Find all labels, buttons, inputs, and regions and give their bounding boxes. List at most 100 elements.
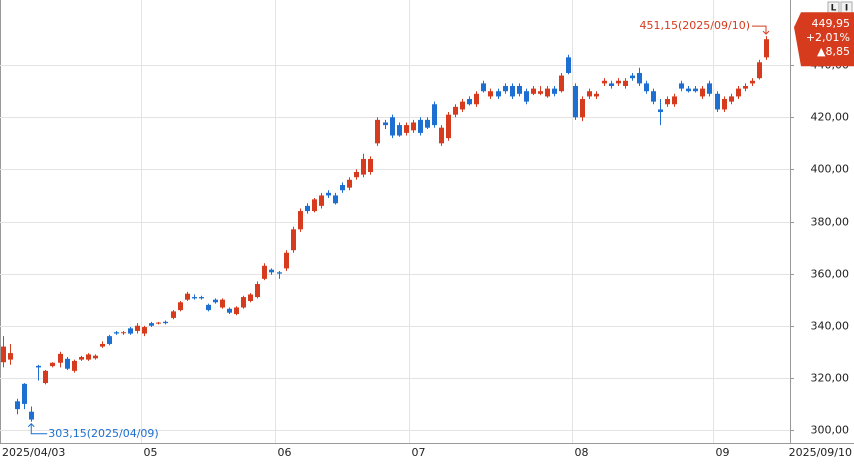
candle-body	[517, 85, 522, 94]
candle-body	[340, 185, 345, 191]
candle-body	[474, 93, 479, 105]
candle-body	[255, 284, 260, 298]
candle-body	[531, 88, 536, 94]
candle-body	[637, 72, 642, 84]
candle-body	[404, 125, 409, 133]
candle-body	[142, 327, 147, 334]
candle-body	[594, 93, 599, 97]
candle-body	[149, 323, 154, 326]
candle-body	[50, 362, 55, 367]
candle-body	[269, 269, 274, 273]
button-label: I	[845, 4, 848, 14]
candle-body	[609, 83, 614, 86]
x-tick-label: 2025/04/03	[2, 446, 65, 459]
candle-body	[425, 119, 430, 128]
candle-body	[729, 96, 734, 102]
candle-body	[460, 101, 465, 110]
y-tick-label: 360,00	[811, 268, 850, 281]
candle-body	[58, 353, 63, 363]
candle-body	[178, 302, 183, 311]
candle-body	[319, 195, 324, 206]
y-tick-label: 420,00	[811, 111, 850, 124]
min-annotation: 303,15(2025/04/09)	[48, 427, 158, 440]
candle-body	[432, 104, 437, 126]
candle-body	[630, 75, 635, 79]
candle-body	[623, 80, 628, 86]
max-annotation: 451,15(2025/09/10)	[640, 19, 750, 32]
x-tick-label: 05	[144, 446, 158, 459]
candle-body	[764, 39, 769, 58]
candle-body	[93, 355, 98, 359]
y-tick-label: 300,00	[811, 424, 850, 437]
y-tick-label: 400,00	[811, 163, 850, 176]
candle-body	[312, 199, 317, 212]
candle-body	[488, 91, 493, 97]
candle-body	[559, 75, 564, 92]
price-box	[794, 12, 854, 67]
candle-body	[121, 332, 126, 334]
annotation-line	[752, 25, 767, 35]
candle-body	[43, 370, 48, 384]
y-tick-label: 340,00	[811, 320, 850, 333]
candle-body	[722, 99, 727, 110]
candle-body	[503, 85, 508, 92]
candle-body	[552, 88, 557, 94]
candle-body	[128, 328, 133, 334]
candle-body	[79, 357, 84, 360]
candle-body	[347, 179, 352, 188]
y-tick-label: 380,00	[811, 216, 850, 229]
candle-body	[672, 96, 677, 105]
candle-body	[510, 85, 515, 97]
candle-body	[757, 62, 762, 79]
candle-body	[538, 91, 543, 94]
candle-body	[326, 192, 331, 196]
candle-body	[566, 57, 571, 73]
candle-body	[707, 83, 712, 94]
candle-body	[291, 229, 296, 251]
candle-body	[715, 93, 720, 110]
candle-body	[651, 91, 656, 102]
candle-body	[298, 211, 303, 230]
candle-body	[453, 106, 458, 115]
candle-body	[573, 85, 578, 118]
candle-body	[496, 91, 501, 97]
candle-body	[171, 311, 176, 318]
candle-body	[750, 80, 755, 84]
candle-body	[743, 85, 748, 89]
candle-body	[665, 99, 670, 105]
candle-body	[467, 99, 472, 105]
candle-body	[185, 293, 190, 300]
candle-body	[361, 158, 366, 175]
annotation-arrow	[762, 30, 770, 35]
candle-body	[580, 99, 585, 118]
candle-body	[192, 297, 197, 299]
candle-body	[36, 365, 41, 368]
candle-body	[206, 304, 211, 311]
candle-body	[156, 322, 161, 324]
candle-body	[587, 91, 592, 97]
candle-body	[616, 80, 621, 84]
candles	[1, 36, 769, 422]
x-tick-label: 2025/09/10	[789, 446, 852, 459]
x-tick-label: 08	[575, 446, 589, 459]
candle-body	[439, 127, 444, 144]
candle-body	[1, 346, 6, 363]
candle-body	[383, 122, 388, 126]
candle-body	[354, 171, 359, 178]
candle-body	[86, 354, 91, 360]
x-tick-label: 09	[716, 446, 730, 459]
price-box-price: 449,95	[812, 17, 851, 30]
candle-body	[15, 401, 20, 410]
candle-body	[213, 299, 218, 303]
button-label: L	[831, 4, 837, 14]
candle-body	[248, 294, 253, 301]
candle-body	[658, 109, 663, 113]
x-tick-label: 06	[278, 446, 292, 459]
candle-body	[8, 353, 13, 360]
x-tick-label: 07	[412, 446, 426, 459]
candle-body	[199, 297, 204, 299]
candle-body	[114, 332, 119, 334]
candle-body	[227, 308, 232, 313]
candle-body	[22, 383, 27, 404]
